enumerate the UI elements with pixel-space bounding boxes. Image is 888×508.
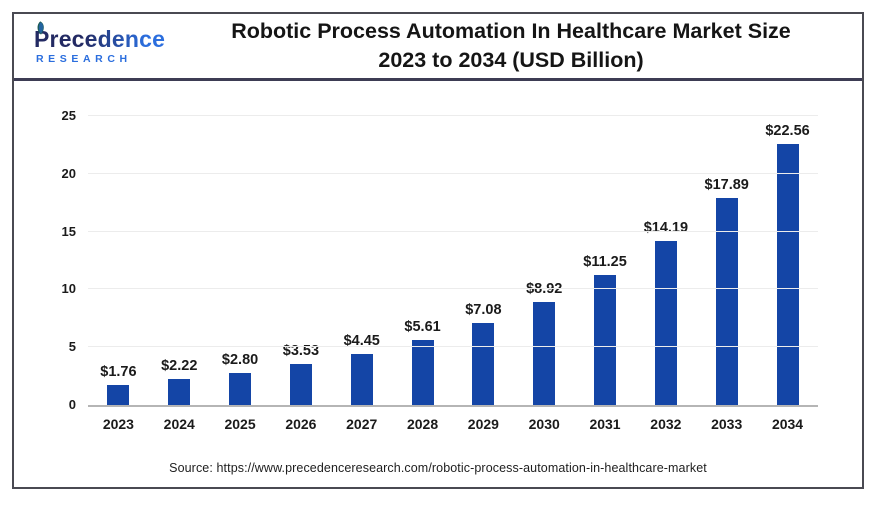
bar-2034 (776, 144, 799, 405)
bar-column-2025: $2.80 (210, 118, 271, 405)
bar-column-2033: $17.89 (696, 118, 757, 405)
gridline-20 (88, 172, 818, 174)
bar-2032 (654, 240, 677, 405)
value-label-2032: $14.19 (643, 219, 689, 236)
x-axis-label-2025: 2025 (224, 416, 256, 432)
bar-column-2024: $2.22 (149, 118, 210, 405)
bar-column-2023: $1.76 (88, 118, 149, 405)
x-axis-label-2023: 2023 (102, 416, 134, 432)
x-axis-label-2029: 2029 (467, 416, 499, 432)
y-axis-tick-25: 25 (61, 108, 76, 123)
bar-2029 (472, 323, 495, 405)
bars-container: $1.76 $2.22 $2.80 $3.53 $4.45 $5.61 $7.08 $8.92… (88, 118, 818, 405)
bar-column-2034: $22.56 (757, 118, 818, 405)
x-axis-labels: 2023 2024 2025 2026 2027 2028 2029 2030 2031 2032… (88, 405, 818, 432)
bar-column-2029: $7.08 (453, 118, 514, 405)
bar-2033 (715, 198, 738, 405)
value-label-2031: $11.25 (583, 253, 627, 270)
value-label-2034: $22.56 (765, 123, 810, 140)
precedence-research-logo: Precedence RESEARCH (28, 20, 180, 65)
bar-2024 (168, 379, 191, 405)
value-label-2025: $2.80 (221, 351, 259, 368)
logo-wordmark: Precedence (34, 20, 166, 52)
value-label-2033: $17.89 (704, 177, 749, 194)
bar-column-2027: $4.45 (331, 118, 392, 405)
gridline-10 (88, 288, 818, 290)
header: Precedence RESEARCH Robotic Process Auto… (14, 14, 862, 81)
y-axis-tick-5: 5 (68, 339, 76, 355)
bar-column-2028: $5.61 (392, 118, 453, 405)
y-axis-tick-20: 20 (61, 165, 76, 181)
x-axis-label-2034: 2034 (771, 416, 804, 432)
y-axis-tick-15: 15 (61, 223, 76, 239)
leaf-icon (37, 20, 44, 35)
x-axis-label-2028: 2028 (406, 416, 439, 432)
y-axis-tick-0: 0 (68, 397, 76, 412)
bar-column-2026: $3.53 (270, 118, 331, 405)
x-axis-label-2032: 2032 (650, 416, 682, 432)
bar-2025 (229, 372, 252, 405)
bar-2027 (350, 353, 373, 405)
x-axis-label-2030: 2030 (528, 416, 560, 432)
bar-2028 (411, 340, 434, 405)
x-axis-label-2027: 2027 (346, 416, 378, 432)
gridline-15 (88, 230, 818, 232)
value-label-2028: $5.61 (404, 319, 441, 336)
chart-title-line2: 2023 to 2034 (USD Billion) (378, 48, 644, 72)
bar-column-2032: $14.19 (635, 118, 696, 405)
bar-2023 (107, 384, 130, 405)
bar-2030 (533, 301, 556, 405)
value-label-2029: $7.08 (465, 302, 502, 319)
value-label-2027: $4.45 (343, 332, 380, 349)
source-caption: Source: https://www.precedenceresearch.c… (169, 461, 707, 475)
value-label-2023: $1.76 (100, 363, 137, 380)
gridline-5 (88, 346, 818, 348)
gridline-25 (88, 115, 818, 116)
y-axis-tick-10: 10 (61, 281, 76, 297)
chart-title-line1: Robotic Process Automation In Healthcare… (231, 19, 791, 44)
bar-column-2031: $11.25 (575, 118, 636, 405)
x-axis-label-2031: 2031 (589, 416, 621, 432)
bar-2031 (594, 274, 617, 405)
bar-chart: $1.76 $2.22 $2.80 $3.53 $4.45 $5.61 $7.08 $8.92… (14, 81, 862, 453)
logo-name-text: Precedence (34, 25, 166, 52)
logo-subtitle-text: RESEARCH (36, 52, 132, 65)
value-label-2024: $2.22 (161, 358, 198, 375)
plot-area: $1.76 $2.22 $2.80 $3.53 $4.45 $5.61 $7.08 $8.92… (62, 109, 818, 432)
x-axis-label-2024: 2024 (163, 416, 195, 432)
chart-card: Precedence RESEARCH Robotic Process Auto… (12, 12, 864, 489)
value-label-2026: $3.53 (282, 343, 320, 360)
x-axis-label-2026: 2026 (285, 416, 317, 432)
bar-2026 (289, 364, 312, 405)
bar-column-2030: $8.92 (514, 118, 575, 405)
chart-title: Robotic Process Automation In Healthcare… (180, 17, 848, 74)
x-axis-label-2033: 2033 (711, 416, 743, 432)
